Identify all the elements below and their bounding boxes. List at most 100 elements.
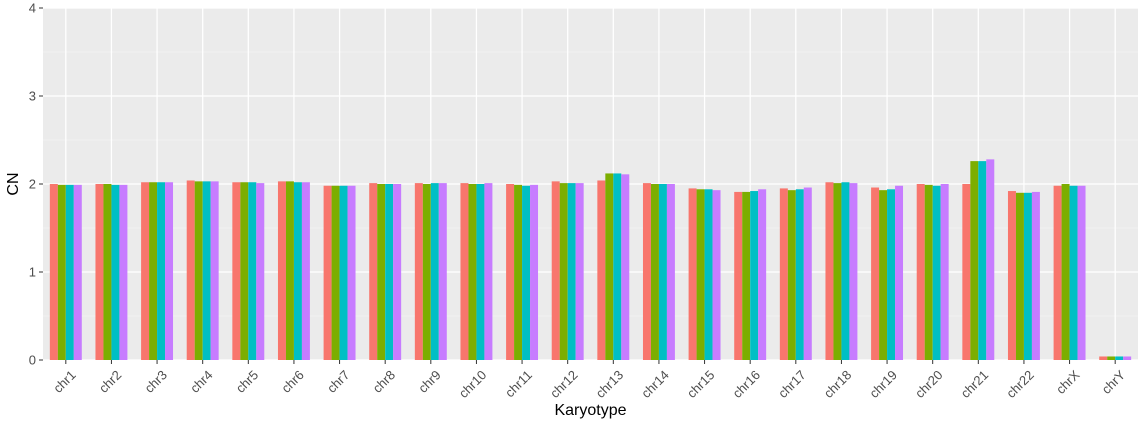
x-tick-label: chr6 (278, 367, 306, 395)
bar-chr21-s2 (970, 161, 979, 360)
x-tick-label: chr7 (324, 367, 352, 395)
bar-chr8-s3 (385, 184, 394, 360)
bar-chr2-s1 (95, 184, 104, 360)
bar-chr8-s2 (377, 184, 386, 360)
bar-chr6-s1 (277, 181, 286, 360)
y-axis: 0 1 2 3 4 (29, 1, 43, 368)
bar-chr13-s1 (597, 180, 606, 360)
bar-chr7-s4 (347, 185, 356, 360)
bar-chr11-s1 (506, 184, 515, 360)
bar-chr19-s2 (879, 190, 888, 360)
bar-chr17-s1 (779, 188, 788, 360)
bar-chr10-s3 (476, 184, 485, 360)
bar-chr12-s3 (567, 183, 576, 360)
bar-chr11-s3 (522, 185, 531, 360)
bar-chr10-s4 (484, 183, 493, 360)
bar-chr4-s1 (186, 180, 195, 360)
bar-chr21-s1 (962, 184, 971, 360)
bar-chr14-s3 (658, 184, 667, 360)
bar-chr6-s3 (293, 182, 302, 360)
x-tick-label: chr21 (958, 367, 992, 401)
bar-chr2-s2 (103, 184, 112, 360)
bar-chr3-s3 (157, 182, 166, 360)
bar-chr22-s1 (1007, 191, 1016, 360)
bar-chr19-s3 (887, 189, 896, 360)
bar-chr14-s1 (642, 183, 651, 360)
bar-chr20-s3 (932, 185, 941, 360)
bar-chr9-s2 (422, 184, 431, 360)
bar-chr2-s4 (119, 184, 128, 360)
bar-chr12-s2 (559, 183, 568, 360)
bar-chr10-s1 (460, 183, 469, 360)
bar-chr9-s4 (438, 183, 447, 360)
bar-chr18-s4 (849, 183, 858, 360)
bar-chr17-s3 (795, 189, 804, 360)
bar-chr1-s1 (49, 184, 58, 360)
bar-chr13-s3 (613, 173, 622, 360)
bar-chr14-s2 (650, 184, 659, 360)
bar-chr16-s4 (758, 189, 767, 360)
bar-chr9-s1 (414, 183, 423, 360)
bar-chr10-s2 (468, 184, 477, 360)
bar-chrX-s3 (1069, 185, 1078, 360)
y-tick-label: 4 (29, 1, 36, 16)
bar-chrY-s1 (1099, 356, 1108, 360)
x-tick-label: chr20 (912, 367, 946, 401)
bar-chr12-s1 (551, 181, 560, 360)
bar-chr4-s3 (202, 181, 211, 360)
bar-chr6-s2 (285, 181, 294, 360)
bar-chr13-s2 (605, 173, 614, 360)
x-tick-label: chr17 (775, 367, 809, 401)
bar-chr12-s4 (575, 183, 584, 360)
bar-chr7-s2 (331, 185, 340, 360)
x-tick-label: chr15 (684, 367, 718, 401)
bar-chr18-s2 (833, 183, 842, 360)
bar-chr16-s1 (734, 191, 743, 360)
bars (49, 159, 1132, 360)
bar-chr21-s3 (978, 161, 987, 360)
x-tick-label: chr13 (593, 367, 627, 401)
bar-chr15-s2 (696, 189, 705, 360)
x-tick-label: chr11 (502, 367, 535, 400)
x-axis: chr1 chr2 chr3 chr4 chr5 chr6 chr7 chr8 chr9 chr1… (50, 360, 1128, 401)
bar-chr18-s1 (825, 182, 834, 360)
x-tick-label: chr5 (233, 367, 261, 395)
bar-chr5-s2 (240, 182, 249, 360)
bar-chr1-s3 (65, 184, 74, 360)
bar-chr11-s2 (514, 184, 523, 360)
y-axis-title: CN (5, 172, 22, 195)
bar-chr15-s1 (688, 188, 697, 360)
bar-chr17-s4 (803, 187, 812, 360)
bar-chr22-s2 (1015, 192, 1024, 360)
x-tick-label: chrY (1099, 367, 1129, 397)
bar-chr18-s3 (841, 182, 850, 360)
bar-chr9-s3 (430, 183, 439, 360)
bar-chr20-s1 (916, 184, 925, 360)
bar-chr3-s4 (165, 182, 174, 360)
y-tick-label: 1 (29, 265, 36, 280)
bar-chrX-s4 (1077, 185, 1086, 360)
x-tick-label: chr3 (141, 367, 169, 395)
x-tick-label: chr18 (821, 367, 855, 401)
x-tick-label: chr12 (547, 367, 581, 401)
bar-chr4-s2 (194, 181, 203, 360)
x-tick-label: chr9 (415, 367, 443, 395)
x-tick-label: chr4 (187, 367, 215, 395)
bar-chr19-s4 (895, 185, 904, 360)
x-tick-label: chr10 (456, 367, 490, 401)
x-tick-label: chr2 (96, 367, 124, 395)
bar-chr19-s1 (871, 187, 880, 360)
bar-chr4-s4 (210, 181, 219, 360)
bar-chr8-s4 (393, 184, 402, 360)
bar-chr14-s4 (666, 184, 675, 360)
y-tick-label: 3 (29, 89, 36, 104)
bar-chrX-s1 (1053, 185, 1062, 360)
bar-chr15-s4 (712, 190, 721, 360)
x-tick-label: chr19 (866, 367, 900, 401)
x-tick-label: chr16 (729, 367, 763, 401)
x-tick-label: chrX (1053, 367, 1083, 397)
bar-chr1-s2 (57, 184, 66, 360)
x-tick-label: chr14 (638, 367, 672, 401)
y-tick-label: 2 (29, 177, 36, 192)
